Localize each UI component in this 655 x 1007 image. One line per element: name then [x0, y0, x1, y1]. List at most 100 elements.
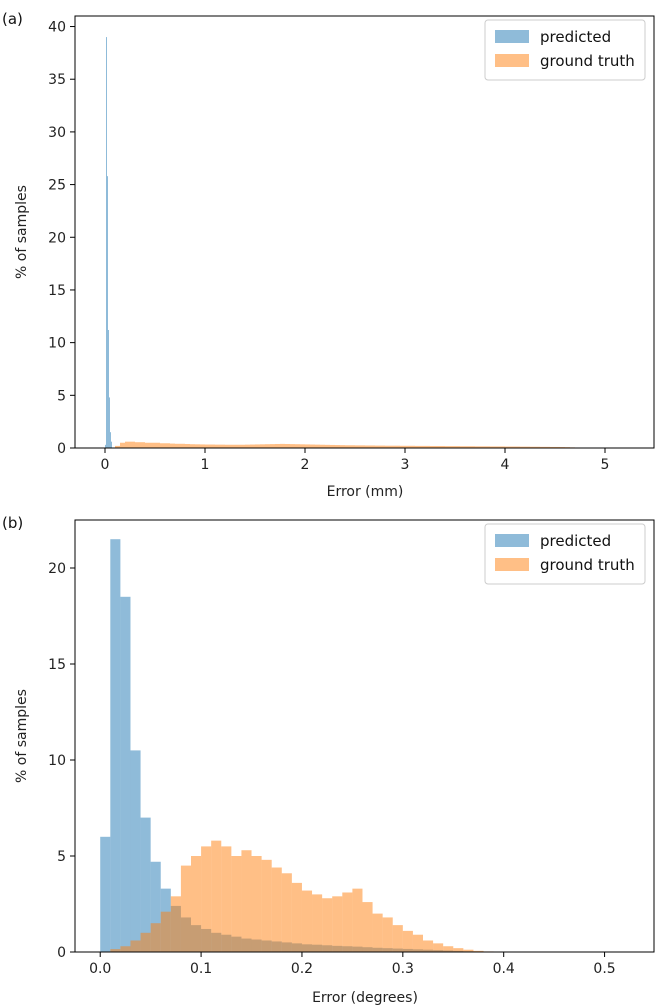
y-axis-label: % of samples [14, 185, 30, 279]
bar [105, 444, 106, 448]
bar [535, 446, 540, 448]
bar [261, 859, 272, 952]
y-tick-label: 15 [48, 657, 66, 673]
y-tick-label: 35 [48, 72, 66, 88]
bar [445, 446, 450, 448]
bar [520, 446, 525, 448]
bar [385, 445, 390, 448]
y-tick-label: 15 [48, 283, 66, 299]
bar [301, 890, 313, 952]
bar [443, 946, 454, 952]
y-tick-label: 5 [57, 849, 66, 865]
bar [265, 444, 270, 448]
bar [315, 444, 320, 448]
x-tick-label: 0 [101, 457, 110, 473]
bar [510, 446, 515, 448]
y-tick-label: 25 [48, 178, 66, 194]
bar [342, 892, 353, 952]
bar [110, 539, 121, 952]
y-tick-label: 20 [48, 230, 66, 246]
bar [130, 750, 141, 952]
bar [450, 446, 455, 448]
bar [433, 943, 444, 952]
bar [410, 445, 415, 448]
bar [210, 444, 215, 448]
x-tick-label: 2 [301, 457, 310, 473]
bar [310, 444, 315, 448]
series-ground-truth [115, 441, 575, 448]
bar [470, 446, 475, 448]
bar [190, 444, 195, 448]
legend-swatch [495, 558, 529, 571]
bar [251, 856, 262, 952]
y-tick-label: 0 [57, 945, 66, 961]
x-tick-label: 3 [401, 457, 410, 473]
bar [460, 446, 465, 448]
bar [231, 856, 242, 952]
legend-swatch [495, 54, 529, 67]
bar [395, 445, 400, 448]
bar [415, 445, 420, 448]
bar [130, 940, 141, 952]
bar [150, 923, 161, 952]
bar [515, 446, 520, 448]
bar [110, 432, 111, 448]
bar [455, 446, 460, 448]
bar [453, 948, 464, 952]
bar [115, 445, 120, 448]
bar [540, 446, 545, 448]
bar [120, 946, 131, 952]
bar [375, 445, 380, 448]
bar [362, 902, 373, 952]
bar [291, 882, 302, 952]
bar [230, 444, 235, 448]
bar [170, 896, 181, 952]
bar [109, 397, 110, 448]
bar [325, 444, 330, 448]
bar [195, 444, 200, 448]
bar [382, 917, 393, 952]
legend: predicted ground truth [484, 523, 646, 585]
bar [345, 445, 350, 448]
bar [505, 446, 510, 448]
x-axis-label: Error (mm) [327, 484, 404, 500]
bar [500, 446, 505, 448]
bar [335, 445, 340, 448]
bar [245, 444, 250, 448]
bar [271, 867, 282, 952]
bar [280, 443, 285, 448]
bar [160, 443, 165, 448]
bar [332, 896, 343, 952]
bar [320, 444, 325, 448]
bar [360, 445, 365, 448]
x-tick-label: 0.3 [392, 961, 414, 977]
bar [473, 950, 484, 952]
bar [120, 596, 131, 952]
bar [175, 443, 180, 448]
bar [270, 444, 275, 448]
bar [525, 446, 530, 448]
bar [485, 446, 490, 448]
bar [125, 441, 130, 448]
bar [155, 442, 160, 448]
legend-label: ground truth [540, 52, 635, 70]
bar [215, 444, 220, 448]
bar [365, 445, 370, 448]
bar [106, 37, 107, 448]
bar [322, 898, 333, 952]
bar [255, 444, 260, 448]
series-predicted [100, 539, 504, 952]
bar [110, 949, 121, 952]
bar [405, 445, 410, 448]
bar [355, 445, 360, 448]
legend-swatch [495, 534, 529, 547]
y-tick-label: 10 [48, 336, 66, 352]
bar [100, 836, 111, 952]
y-tick-label: 20 [48, 561, 66, 577]
legend-swatch [495, 30, 529, 43]
bar [440, 445, 445, 448]
series-ground-truth [110, 840, 504, 952]
legend-label: ground truth [540, 556, 635, 574]
x-axis-label: Error (degrees) [312, 990, 418, 1006]
bar [400, 445, 405, 448]
